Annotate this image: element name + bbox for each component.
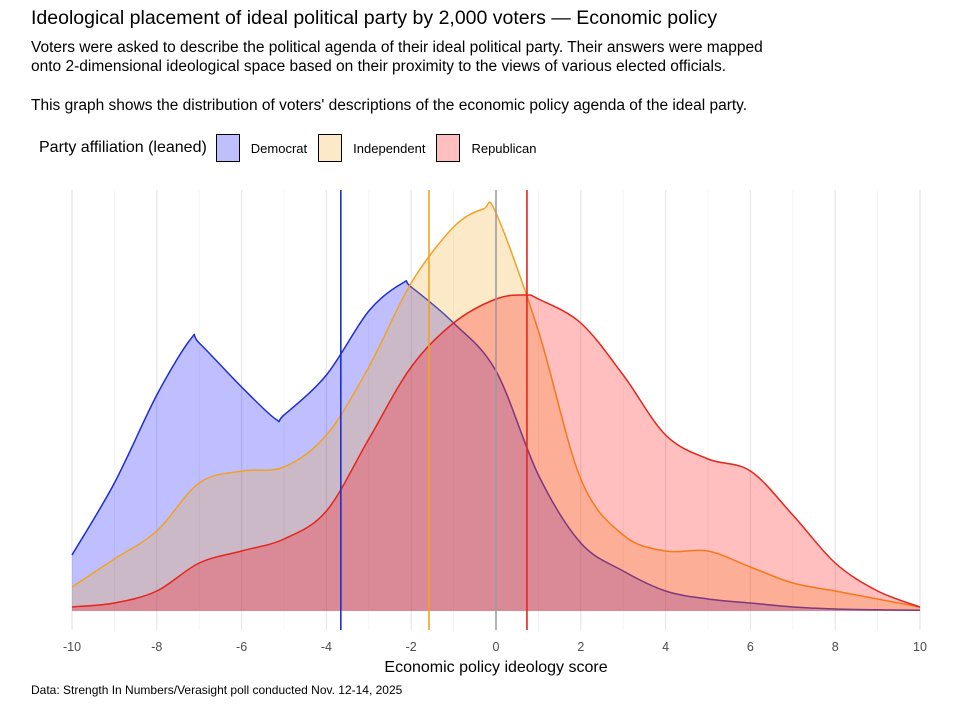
mean-lines <box>340 190 528 630</box>
legend-label-republican: Republican <box>471 140 537 156</box>
x-axis-label: Economic policy ideology score <box>384 659 607 676</box>
x-tick-label: -4 <box>321 640 332 654</box>
legend-key-democrat <box>215 134 240 162</box>
x-tick-labels: -10 -8 -6 -4 -2 0 2 4 6 8 10 <box>63 640 927 654</box>
x-tick-label: 4 <box>662 640 669 654</box>
legend: Party affiliation (leaned) Democrat Inde… <box>39 132 548 164</box>
x-tick-label: -2 <box>406 640 417 654</box>
subtitle-line: onto 2-dimensional ideological space bas… <box>31 58 727 75</box>
subtitle-line: Voters were asked to describe the politi… <box>31 39 763 56</box>
legend-label-democrat: Democrat <box>250 140 308 156</box>
density-line-democrat <box>71 279 921 611</box>
x-tick-label: 10 <box>913 640 927 654</box>
subtitle-note: This graph shows the distribution of vot… <box>31 97 748 114</box>
chart-subtitle: Voters were asked to describe the politi… <box>31 38 763 76</box>
x-tick-label: 0 <box>493 640 500 654</box>
gridlines <box>71 190 921 630</box>
density-line-independent <box>71 201 921 608</box>
legend-key-independent <box>318 134 343 162</box>
chart-title: Ideological placement of ideal political… <box>31 7 718 29</box>
x-tick-label: -10 <box>63 640 81 654</box>
x-tick-label: 6 <box>747 640 754 654</box>
density-line-republican <box>71 294 921 608</box>
x-tick-label: 8 <box>832 640 839 654</box>
caption: Data: Strength In Numbers/Verasight poll… <box>31 683 403 697</box>
x-tick-label: -8 <box>151 640 162 654</box>
x-tick-label: -6 <box>236 640 247 654</box>
legend-label-independent: Independent <box>353 140 426 156</box>
legend-title: Party affiliation (leaned) <box>39 139 207 156</box>
legend-key-republican <box>436 134 461 162</box>
x-tick-label: 2 <box>577 640 584 654</box>
